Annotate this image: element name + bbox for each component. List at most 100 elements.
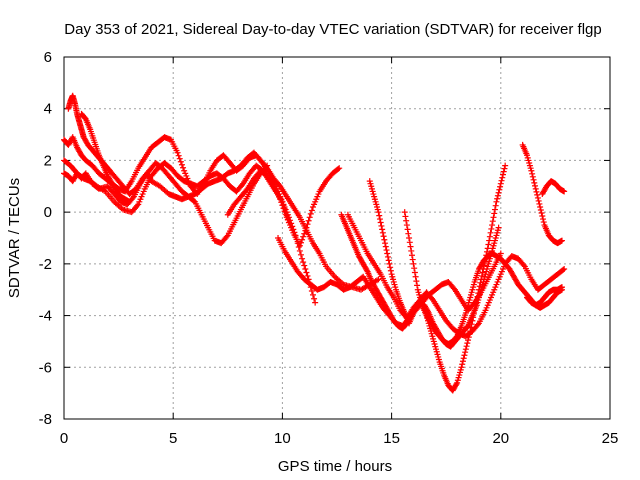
data-point-marker [491,206,498,213]
data-point-marker [406,239,413,246]
data-point-marker [461,352,468,359]
data-point-marker [377,219,384,226]
data-point-marker [412,273,419,280]
data-point-marker [408,252,415,259]
data-point-marker [500,168,507,175]
data-point-marker [558,237,565,244]
data-point-marker [385,257,392,264]
data-track [65,92,271,247]
data-point-marker [534,191,541,198]
data-point-marker [190,197,197,204]
x-axis-label: GPS time / hours [278,458,392,475]
data-point-marker [462,346,469,353]
data-point-marker [375,209,382,216]
data-point-marker [174,149,181,156]
data-point-marker [558,286,565,293]
data-point-marker [489,218,496,225]
data-point-marker [450,285,457,292]
data-point-marker [537,203,544,210]
data-point-marker [490,214,497,221]
data-point-marker [379,229,386,236]
data-point-marker [414,282,421,289]
data-point-marker [309,291,316,298]
data-point-marker [408,247,415,254]
data-track [519,141,565,247]
data-point-marker [463,343,470,350]
data-point-marker [485,241,492,248]
data-point-marker [223,233,230,240]
data-point-marker [300,233,307,240]
data-point-marker [484,245,491,252]
data-point-marker [311,295,318,302]
data-point-marker [496,186,503,193]
data-point-marker [299,255,306,262]
data-point-marker [494,195,501,202]
data-point-marker [401,209,408,216]
data-track [224,165,343,249]
data-point-marker [488,225,495,232]
y-tick-label: -2 [39,256,52,273]
data-point-marker [499,171,506,178]
data-point-marker [376,212,383,219]
data-point-marker [304,272,311,279]
data-point-marker [493,198,500,205]
data-point-marker [279,202,286,209]
data-point-marker [336,165,343,172]
data-point-marker [303,224,310,231]
data-point-marker [402,213,409,220]
data-point-marker [305,217,312,224]
data-point-marker [460,355,467,362]
data-point-marker [387,264,394,271]
axis-ticks: 0 5 10 15 20 25 -8 -6 -4 -2 0 2 4 6 [39,49,619,447]
data-point-marker [534,194,541,201]
data-point-marker [536,200,543,207]
data-point-marker [561,266,568,273]
data-point-marker [491,210,498,217]
data-point-marker [487,229,494,236]
data-point-marker [382,240,389,247]
data-point-marker [492,202,499,209]
data-point-marker [466,331,473,338]
data-point-marker [299,236,306,243]
data-point-marker [280,205,287,212]
data-point-marker [502,162,509,169]
data-point-marker [458,364,465,371]
data-point-marker [376,216,383,223]
data-point-marker [177,158,184,165]
y-tick-label: -8 [39,411,52,428]
grid-lines [64,57,610,419]
plot-frame [63,56,611,420]
data-point-marker [495,189,502,196]
data-point-marker [301,262,308,269]
data-track [539,178,568,198]
data-track [344,211,568,340]
data-point-marker [263,163,270,170]
data-point-marker [532,185,539,192]
data-point-marker [335,166,342,173]
data-point-marker [494,192,501,199]
data-point-marker [387,267,394,274]
data-point-marker [308,288,315,295]
x-tick-label: 10 [274,430,291,447]
y-tick-label: 0 [44,204,52,221]
data-point-marker [529,170,536,177]
chart-title: Day 353 of 2021, Sidereal Day-to-day VTE… [64,21,601,38]
data-point-marker [530,176,537,183]
data-point-marker [529,173,536,180]
data-point-marker [296,247,303,254]
data-point-marker [134,202,141,209]
data-point-marker [409,256,416,263]
data-point-marker [378,222,385,229]
data-point-marker [129,194,136,201]
data-point-marker [126,198,133,205]
data-point-marker [281,208,288,215]
data-point-marker [386,260,393,267]
y-tick-label: -6 [39,359,52,376]
data-track [78,110,133,205]
data-point-marker [561,188,568,195]
data-point-marker [462,349,469,356]
data-point-marker [180,164,187,171]
data-point-marker [258,158,265,165]
data-point-marker [467,328,474,335]
data-point-marker [537,206,544,213]
